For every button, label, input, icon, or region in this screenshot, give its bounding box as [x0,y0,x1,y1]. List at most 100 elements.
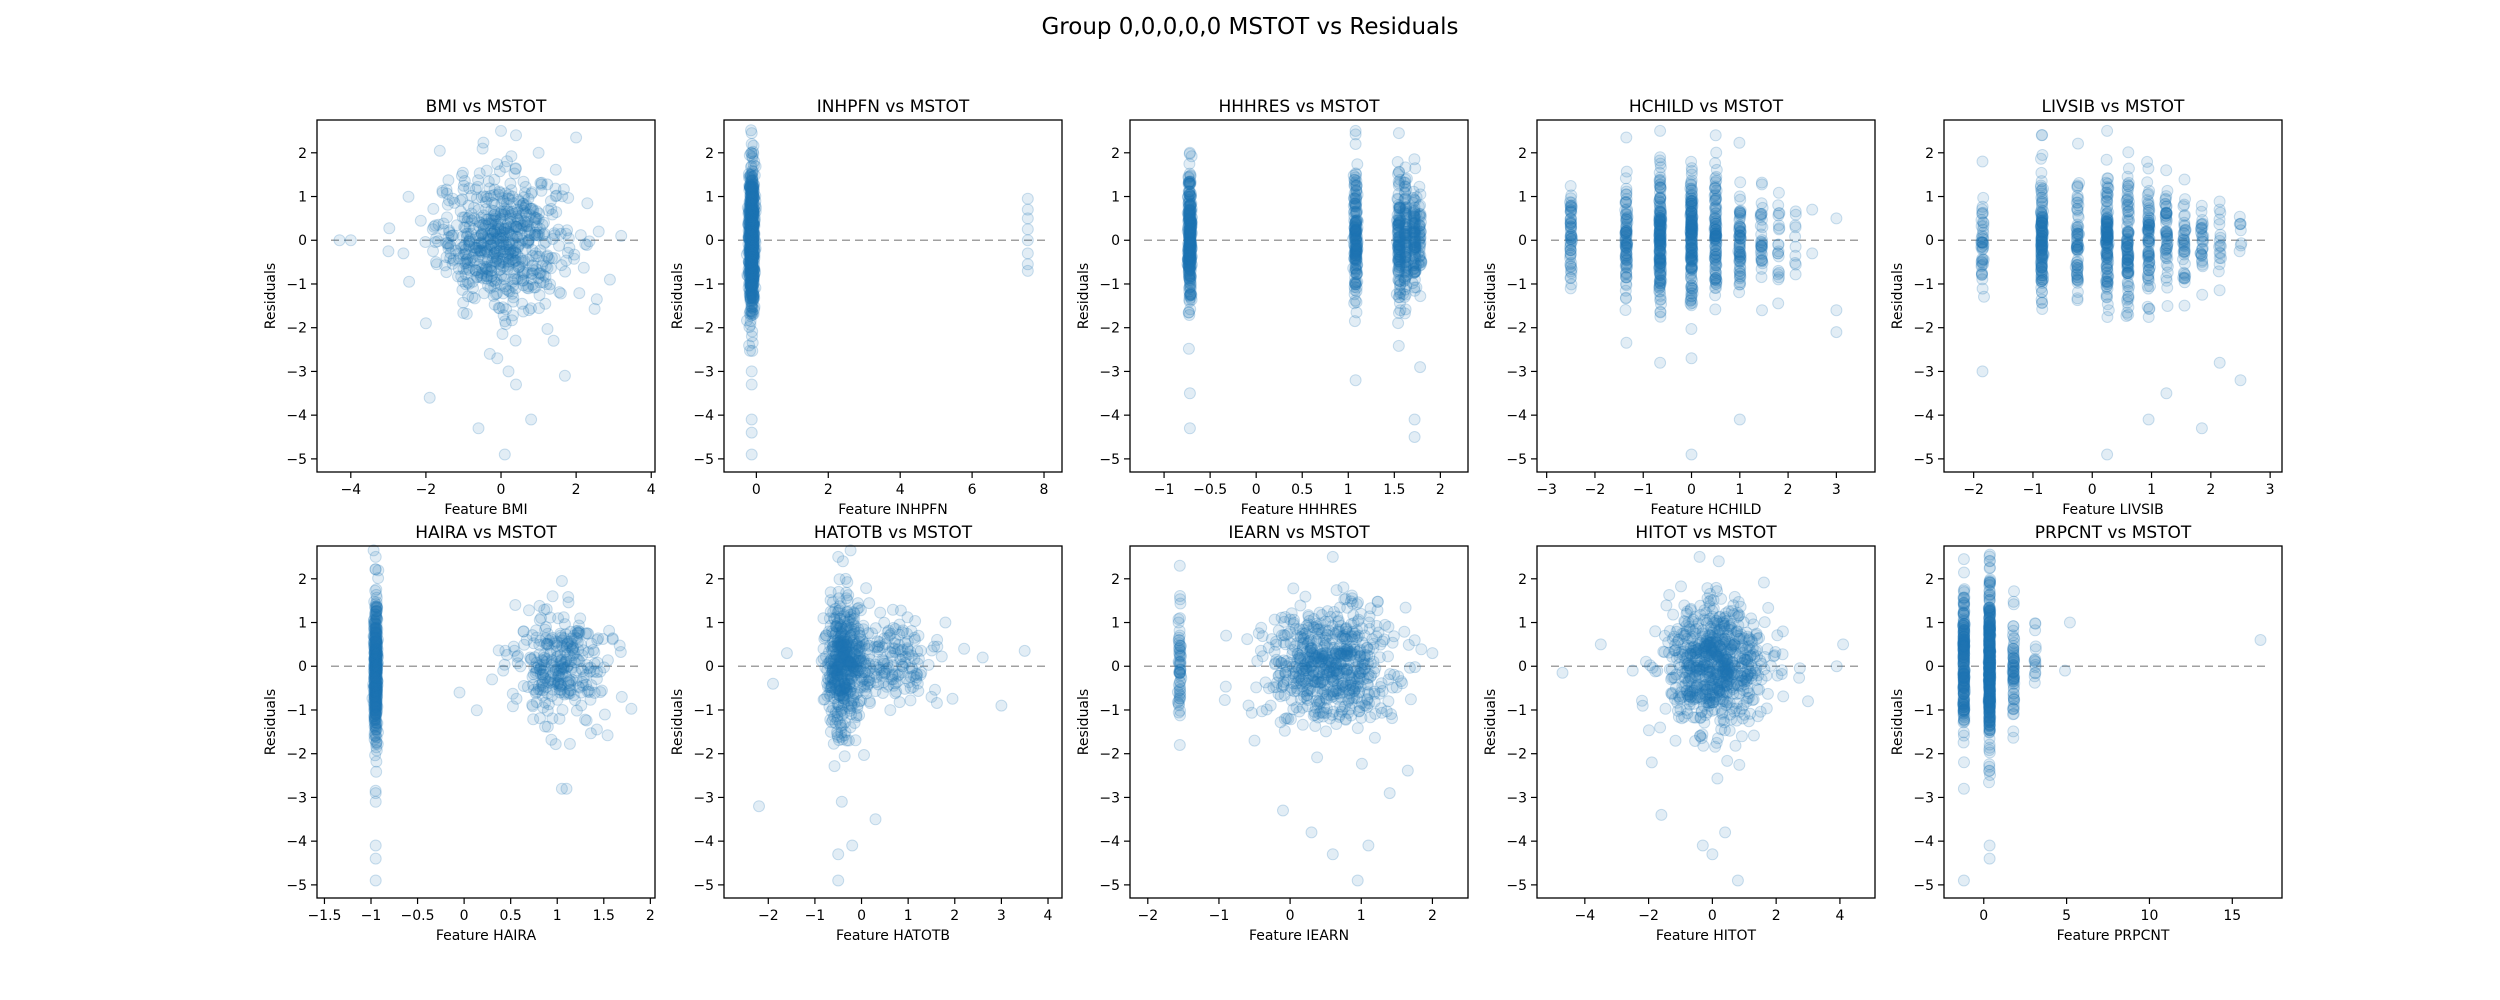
data-point [1734,265,1747,278]
data-point [501,155,513,168]
data-point [553,239,565,252]
data-point [481,253,494,266]
data-point [2100,190,2113,203]
data-point [570,131,583,144]
data-point [545,251,558,264]
data-point [561,224,574,237]
data-point [430,232,443,245]
data-point [2215,252,2227,265]
data-point [478,287,491,300]
data-point [509,334,522,347]
data-point [456,166,469,179]
x-axis-label: Feature HAIRA [436,928,537,944]
data-point [495,269,508,282]
data-point [504,220,517,233]
data-point [2101,275,2114,288]
data-point [465,189,478,202]
data-point [532,146,545,159]
data-point [1349,138,1362,150]
data-point [441,237,454,250]
data-point [1564,218,1577,230]
data-point [509,163,522,175]
data-point [465,227,478,240]
data-point [592,225,605,238]
data-point [368,673,381,686]
data-point [1709,188,1722,200]
subplot-title: HCHILD vs MSTOT [1629,97,1784,117]
data-point [534,266,547,279]
data-point [2213,218,2226,231]
data-point [525,187,538,200]
data-point [2100,205,2112,218]
x-tick-label: 4 [896,482,905,498]
data-point [512,206,525,219]
y-tick-label: 2 [1925,146,1934,162]
data-point [2070,196,2083,209]
data-point [480,164,493,177]
data-point [745,378,758,391]
data-point [536,228,549,241]
data-point [461,230,473,243]
data-point [479,246,492,259]
data-point [479,242,492,255]
data-point [539,236,552,248]
data-point [470,271,483,284]
data-point [521,220,534,233]
data-point [1755,240,1768,253]
data-point [2035,129,2048,142]
data-point [511,273,524,286]
figure-title: Group 0,0,0,0,0 MSTOT vs Residuals [1041,14,1459,40]
data-point [459,243,472,256]
y-tick-label: −1 [693,277,714,293]
data-point [1620,271,1633,284]
data-point [497,256,510,269]
data-point [560,254,573,267]
data-point [2035,244,2048,257]
x-tick-label: −3 [1536,482,1557,498]
data-point [494,263,507,276]
data-point [532,226,545,239]
data-point [541,323,554,335]
scatter-points [753,544,1031,887]
data-point [1789,257,1802,269]
data-point [828,760,841,773]
data-point [1710,200,1723,213]
data-point [382,245,395,258]
data-point [539,637,552,650]
data-point [1654,261,1667,274]
data-point [1976,200,1989,213]
data-point [517,175,530,188]
data-point [745,365,758,378]
data-point [534,177,547,190]
x-tick-label: 1 [1735,482,1744,498]
data-point [560,227,572,240]
y-axis-label: Residuals [1890,263,1906,329]
data-point [469,264,482,277]
data-point [403,275,416,288]
y-tick-label: −3 [1506,364,1527,380]
data-point [2234,374,2247,387]
data-point [2035,152,2047,165]
data-point [487,236,500,249]
data-point [1772,297,1785,310]
data-point [490,244,503,257]
data-point [568,252,580,265]
data-point [454,238,467,251]
data-point [546,590,559,603]
data-point [464,254,477,267]
data-point [1183,204,1195,217]
data-point [477,222,490,235]
data-point [562,191,575,204]
data-point [1654,356,1667,369]
data-point [440,237,453,249]
data-point [441,198,454,211]
data-point [544,195,557,207]
y-tick-label: −4 [1099,408,1120,424]
data-point [2121,178,2134,191]
data-point [483,182,496,195]
x-tick-label: 4 [647,482,656,498]
data-point [491,352,504,365]
data-point [462,199,475,212]
data-point [1620,182,1633,195]
scatter-points [333,124,628,461]
